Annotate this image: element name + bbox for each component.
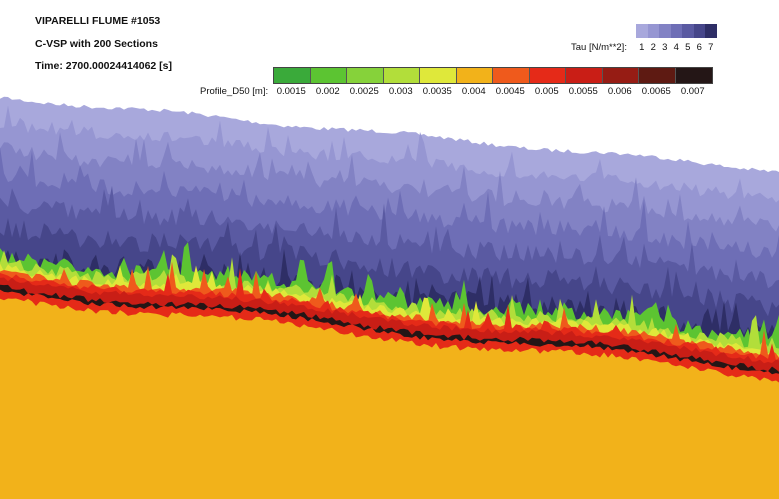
tau-colorbar (636, 24, 717, 38)
tau-swatch (636, 24, 648, 38)
d50-swatch (675, 68, 712, 83)
d50-layer (0, 298, 779, 499)
tau-swatch (659, 24, 671, 38)
chart-subtitle: C-VSP with 200 Sections (35, 38, 158, 50)
d50-swatch (310, 68, 347, 83)
tau-tick-label: 2 (650, 42, 656, 53)
d50-tick-label: 0.0065 (641, 86, 671, 97)
d50-colorbar (273, 67, 713, 84)
d50-tick-label: 0.0055 (568, 86, 598, 97)
d50-tick-label: 0.0035 (422, 86, 452, 97)
d50-legend-label: Profile_D50 [m]: (200, 86, 269, 97)
d50-tick-label: 0.0025 (349, 86, 379, 97)
d50-tick-label: 0.007 (680, 86, 705, 97)
tau-tick-label: 6 (696, 42, 702, 53)
d50-swatch (456, 68, 493, 83)
tau-tick-label: 5 (685, 42, 691, 53)
tau-tick-label: 1 (639, 42, 645, 53)
d50-colorbar-ticks: 0.0015 0.002 0.0025 0.003 0.0035 0.004 0.0045 0… (273, 86, 711, 97)
tau-legend-label: Tau [N/m**2]: (571, 42, 627, 53)
tau-tick-label: 3 (662, 42, 668, 53)
d50-tick-label: 0.006 (607, 86, 632, 97)
time-readout: Time: 2700.00024414062 [s] (35, 60, 172, 72)
d50-tick-label: 0.002 (315, 86, 340, 97)
tau-swatch (670, 24, 682, 38)
d50-tick-label: 0.0045 (495, 86, 525, 97)
d50-bed-layers (0, 242, 779, 499)
d50-swatch (602, 68, 639, 83)
d50-swatch (529, 68, 566, 83)
d50-swatch (493, 68, 530, 83)
tau-tick-label: 4 (673, 42, 679, 53)
tau-tick-label: 7 (708, 42, 714, 53)
tau-swatch (705, 24, 717, 38)
d50-tick-label: 0.004 (461, 86, 486, 97)
d50-swatch (383, 68, 420, 83)
d50-tick-label: 0.003 (388, 86, 413, 97)
d50-tick-label: 0.005 (534, 86, 559, 97)
tau-swatch (647, 24, 659, 38)
d50-swatch (420, 68, 457, 83)
tau-swatch (693, 24, 705, 38)
d50-swatch (639, 68, 676, 83)
d50-swatch (347, 68, 384, 83)
chart-title: VIPARELLI FLUME #1053 (35, 15, 161, 27)
d50-swatch (566, 68, 603, 83)
tau-swatch (682, 24, 694, 38)
d50-tick-label: 0.0015 (276, 86, 306, 97)
d50-swatch (274, 68, 311, 83)
